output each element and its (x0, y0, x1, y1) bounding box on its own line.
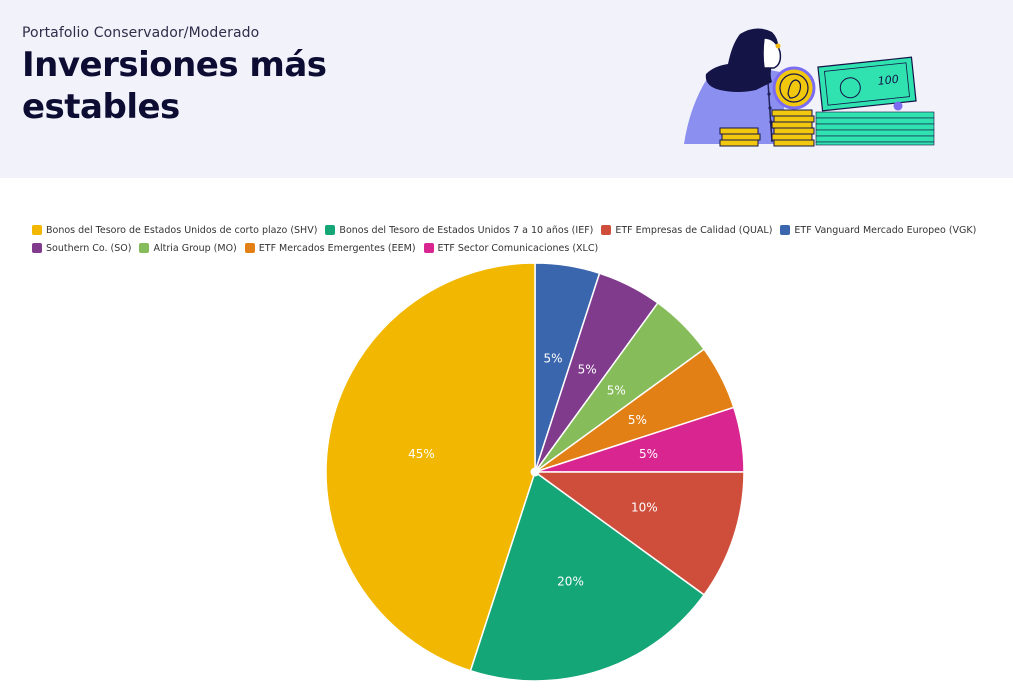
slice-label: 20% (557, 574, 584, 588)
slice-label: 10% (631, 501, 658, 515)
slice-label: 45% (408, 447, 435, 461)
slice-label: 5% (607, 384, 626, 398)
pie-slice[interactable] (532, 471, 745, 596)
legend-item[interactable]: ETF Sector Comunicaciones (XLC) (423, 240, 599, 256)
slice-label: 5% (543, 351, 562, 365)
pie-slice[interactable] (325, 262, 536, 672)
legend-label: ETF Vanguard Mercado Europeo (VGK) (794, 224, 977, 236)
slice-label: 5% (628, 413, 647, 427)
page-header: Portafolio Conservador/Moderado Inversio… (0, 0, 1013, 178)
legend-item[interactable]: Bonos del Tesoro de Estados Unidos de co… (32, 222, 317, 238)
legend-swatch (601, 225, 612, 235)
legend-item[interactable]: Altria Group (MO) (139, 240, 237, 256)
legend-item[interactable]: Southern Co. (SO) (32, 240, 131, 256)
legend-label: ETF Empresas de Calidad (QUAL) (615, 224, 773, 236)
legend-swatch (780, 225, 791, 235)
pie-slice[interactable] (469, 470, 706, 682)
legend-label: ETF Sector Comunicaciones (XLC) (437, 242, 599, 254)
slice-label: 5% (639, 447, 658, 461)
legend-label: Southern Co. (SO) (46, 242, 132, 254)
legend-swatch (325, 225, 336, 235)
slice-label: 5% (578, 363, 597, 377)
legend-swatch (139, 243, 150, 253)
svg-text:100: 100 (877, 73, 899, 88)
legend-label: Altria Group (MO) (153, 242, 237, 254)
legend-swatch (32, 225, 42, 235)
legend-swatch (244, 243, 255, 253)
legend-label: Bonos del Tesoro de Estados Unidos de co… (46, 224, 318, 236)
banknote-icon: 100 (817, 56, 917, 112)
legend-swatch (423, 243, 434, 253)
legend-item[interactable]: Bonos del Tesoro de Estados Unidos 7 a 1… (325, 222, 593, 238)
legend-label: ETF Mercados Emergentes (EEM) (258, 242, 416, 254)
legend-label: Bonos del Tesoro de Estados Unidos 7 a 1… (339, 224, 594, 236)
page-title: Inversiones más estables (22, 45, 327, 127)
pie-center-dot (530, 467, 540, 477)
legend-swatch (32, 243, 42, 253)
hair-shape (705, 28, 779, 93)
legend-item[interactable]: ETF Empresas de Calidad (QUAL) (601, 222, 772, 238)
chart-legend: Bonos del Tesoro de Estados Unidos de co… (32, 222, 1007, 256)
page-subtitle: Portafolio Conservador/Moderado (22, 25, 260, 41)
legend-item[interactable]: ETF Vanguard Mercado Europeo (VGK) (780, 222, 976, 238)
woman-with-money-illustration: 100 (684, 28, 935, 147)
legend-item[interactable]: ETF Mercados Emergentes (EEM) (244, 240, 416, 256)
